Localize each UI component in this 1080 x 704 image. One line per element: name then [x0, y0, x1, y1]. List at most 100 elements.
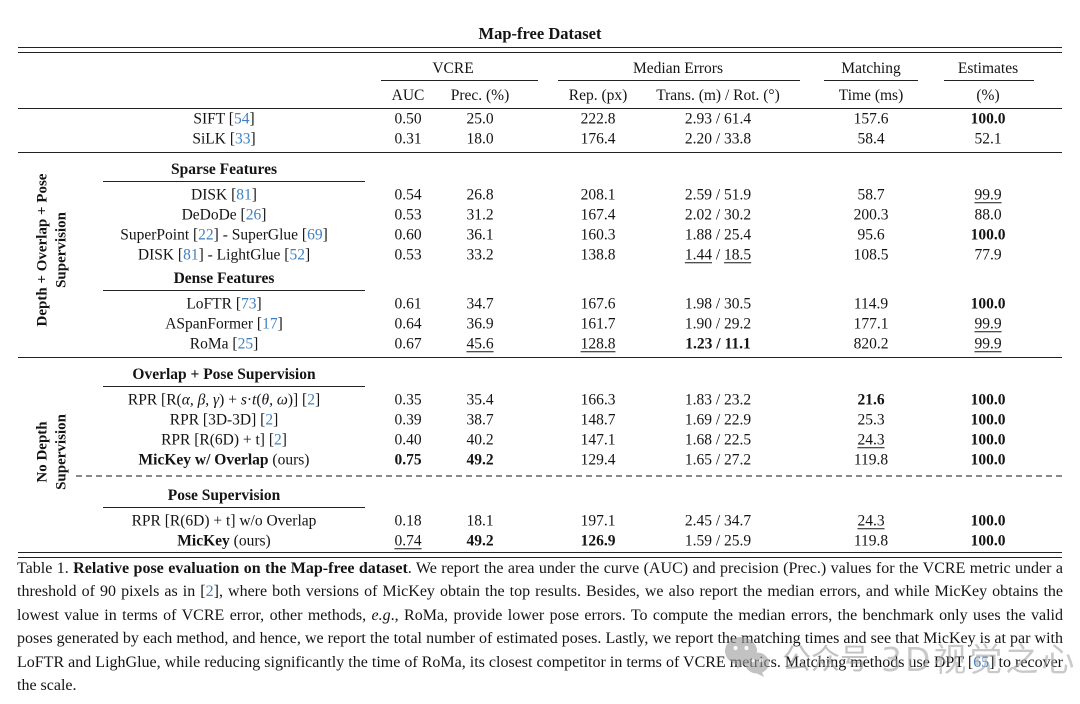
- section-subheader-rule: [103, 507, 365, 508]
- citation-link[interactable]: 81: [236, 186, 252, 204]
- cell-rep: 128.8: [580, 335, 616, 353]
- method-label: MicKey (ours): [177, 533, 270, 549]
- column-group-rule: [381, 80, 538, 81]
- cell-rep: 167.4: [580, 206, 616, 224]
- section-subheader-row: Overlap + Pose Supervision: [18, 361, 1062, 390]
- cell-time: 108.5: [853, 246, 889, 264]
- trans-rot-separator: /: [711, 206, 725, 224]
- cell-time: 21.6: [857, 391, 885, 409]
- method-label: RoMa [25]: [190, 336, 258, 352]
- method-label: MicKey w/ Overlap (ours): [139, 452, 310, 468]
- method-text: ]: [314, 391, 321, 409]
- section-subheader-label: Sparse Features: [170, 160, 278, 178]
- cell-time: 119.8: [853, 532, 889, 550]
- cell-rep: 208.1: [580, 186, 616, 204]
- citation-link[interactable]: 65: [973, 653, 990, 671]
- rot-value: 23.2: [724, 391, 752, 409]
- citation-link[interactable]: 25: [237, 335, 254, 353]
- citation-link[interactable]: 54: [233, 110, 250, 128]
- rule-line: [18, 152, 1062, 153]
- cell-prec: 26.8: [466, 186, 494, 204]
- method-text: SiLK [: [192, 130, 235, 148]
- cell-trans-rot: 1.23 / 11.1: [685, 336, 750, 352]
- cell-trans-rot: 1.44 / 18.5: [685, 247, 751, 263]
- double-rule: [18, 47, 1062, 55]
- citation-link[interactable]: 26: [245, 206, 262, 224]
- cell-rep: 126.9: [580, 532, 616, 550]
- citation-link[interactable]: 17: [262, 315, 278, 333]
- method-label: RPR [R(α, β, γ) + s·t(θ, ω)] [2]: [128, 392, 320, 408]
- cell-estimates: 77.9: [974, 246, 1002, 264]
- cell-estimates: 100.0: [970, 532, 1006, 550]
- cell-time: 95.6: [857, 226, 885, 244]
- column-header-auc: AUC: [391, 86, 425, 104]
- cell-time: 24.3: [857, 512, 885, 530]
- rot-value: 25.4: [724, 226, 752, 244]
- cell-prec: 25.0: [466, 110, 494, 128]
- trans-value: 2.59: [684, 186, 712, 204]
- cell-auc: 0.54: [394, 186, 422, 204]
- cell-estimates: 100.0: [970, 391, 1006, 409]
- cell-prec: 35.4: [466, 391, 494, 409]
- column-header-tr: Trans. (m) / Rot. (°): [656, 86, 780, 104]
- citation-link[interactable]: 33: [234, 130, 251, 148]
- method-text: RoMa [: [189, 335, 238, 353]
- method-label: SuperPoint [22] - SuperGlue [69]: [120, 227, 328, 243]
- method-text: MicKey: [177, 532, 230, 550]
- cell-trans-rot: 2.45 / 34.7: [685, 513, 751, 529]
- rot-value: 22.5: [724, 431, 752, 449]
- citation-link[interactable]: 2: [265, 411, 274, 429]
- citation-link[interactable]: 52: [289, 246, 305, 264]
- cell-prec: 36.9: [466, 315, 494, 333]
- cell-trans-rot: 1.83 / 23.2: [685, 392, 751, 408]
- caption-text: Relative pose evaluation on the Map-free…: [73, 560, 408, 577]
- cell-estimates: 100.0: [970, 512, 1006, 530]
- citation-link[interactable]: 69: [307, 226, 323, 244]
- method-text: )] [: [287, 391, 308, 409]
- cell-prec: 40.2: [466, 431, 494, 449]
- citation-link[interactable]: 81: [183, 246, 199, 264]
- cell-auc: 0.75: [394, 451, 422, 469]
- cell-prec: 45.6: [466, 335, 494, 353]
- citation-link[interactable]: 2: [307, 391, 315, 409]
- cell-time: 177.1: [853, 315, 889, 333]
- cell-time: 25.3: [857, 411, 885, 429]
- rot-value: 34.7: [724, 512, 752, 530]
- caption-text: ], where both versions of MicKey obtain …: [17, 583, 1064, 624]
- method-text: ]: [304, 246, 311, 264]
- method-label: ASpanFormer [17]: [165, 316, 283, 332]
- cell-time: 58.7: [857, 186, 885, 204]
- side-label-depth-overlap-pose: Depth + Overlap + Pose Supervision: [34, 173, 69, 327]
- rot-value: 30.5: [724, 295, 752, 313]
- cell-time: 200.3: [853, 206, 889, 224]
- column-header-est: (%): [976, 86, 1000, 104]
- cell-auc: 0.50: [394, 110, 422, 128]
- trans-value: 1.83: [684, 391, 712, 409]
- trans-value: 2.45: [684, 512, 712, 530]
- bottom-double-rule: [18, 551, 1062, 560]
- trans-rot-separator: /: [711, 110, 725, 128]
- method-text: (: [256, 391, 262, 409]
- citation-link[interactable]: 2: [274, 431, 282, 449]
- trans-value: 2.02: [684, 206, 712, 224]
- cell-trans-rot: 2.02 / 30.2: [685, 207, 751, 223]
- method-label: SIFT [54]: [193, 111, 254, 127]
- method-label: RPR [R(6D) + t] [2]: [161, 432, 287, 448]
- method-text: ]: [250, 130, 256, 148]
- cell-estimates: 100.0: [970, 431, 1006, 449]
- trans-value: 1.44: [684, 246, 712, 264]
- cell-auc: 0.53: [394, 246, 422, 264]
- cell-rep: 167.6: [580, 295, 616, 313]
- cell-prec: 49.2: [466, 451, 494, 469]
- caption-text: e.g: [371, 606, 391, 624]
- method-text: α, β, γ: [181, 391, 220, 409]
- cell-estimates: 100.0: [970, 110, 1006, 128]
- method-text: ]: [253, 335, 259, 353]
- cell-time: 58.4: [857, 130, 885, 148]
- citation-link[interactable]: 2: [205, 583, 214, 601]
- citation-link[interactable]: 73: [241, 295, 257, 313]
- rot-value: 22.9: [724, 411, 752, 429]
- rot-value: 33.8: [724, 130, 752, 148]
- citation-link[interactable]: 22: [198, 226, 214, 244]
- cell-prec: 49.2: [466, 532, 494, 550]
